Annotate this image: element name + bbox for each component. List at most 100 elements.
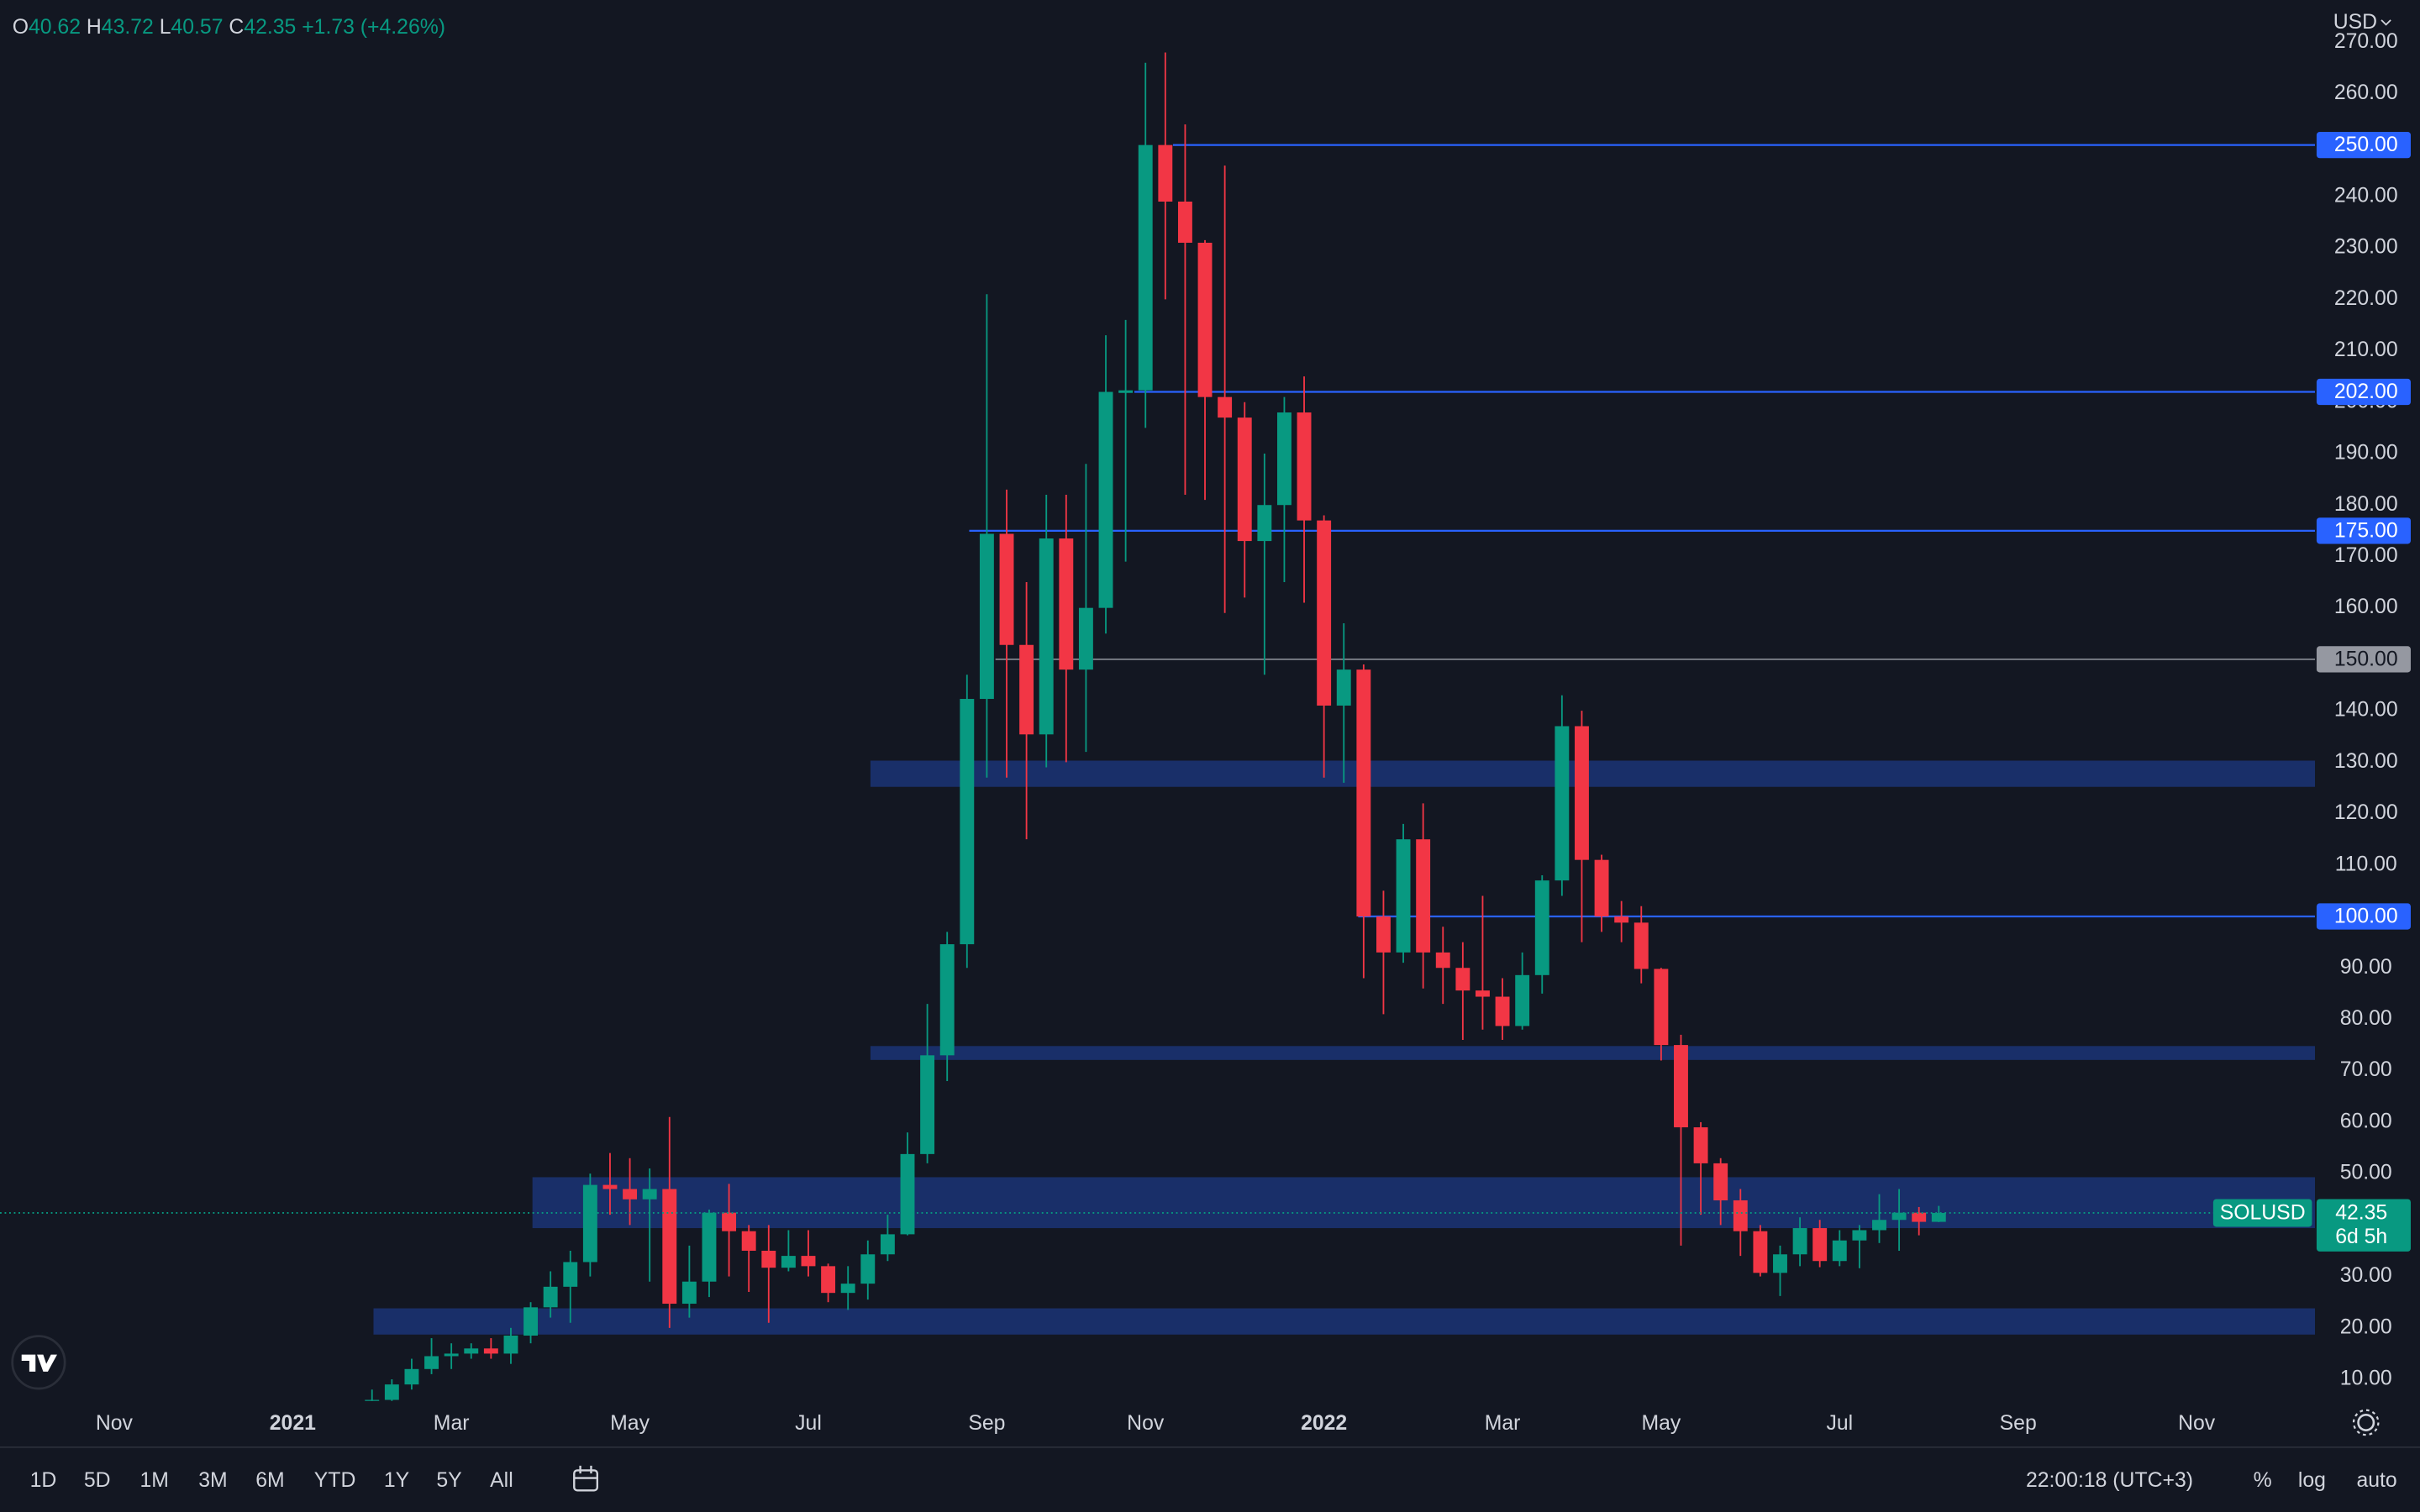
candle-body <box>662 1189 677 1305</box>
candle-body <box>801 1256 816 1267</box>
candle-body <box>702 1212 717 1282</box>
candle-body <box>1476 990 1490 997</box>
level-badge <box>2316 132 2411 159</box>
candle-body <box>681 1281 697 1305</box>
y-tick-label: 60.00 <box>2340 1110 2392 1132</box>
candle-body <box>960 699 975 945</box>
candle-body <box>404 1368 419 1385</box>
zones <box>373 760 2316 1335</box>
level-badge-label: 175.00 <box>2334 519 2398 542</box>
range-button[interactable]: 1D <box>30 1469 57 1492</box>
y-tick-label: 230.00 <box>2334 236 2398 259</box>
close: 42.35 <box>244 16 296 39</box>
x-tick-label: Mar <box>434 1412 470 1435</box>
candle-body <box>1098 391 1113 608</box>
level-badge <box>2316 517 2411 544</box>
candle-body <box>1297 412 1312 521</box>
candles <box>365 52 1946 1401</box>
candle-body <box>1534 880 1549 975</box>
low-label: L <box>160 16 171 39</box>
candle-body <box>602 1184 618 1189</box>
x-tick-label: 2021 <box>270 1412 316 1435</box>
candle-body <box>1416 839 1431 953</box>
scale-option[interactable]: % <box>2254 1469 2272 1492</box>
candle-body <box>1555 726 1570 881</box>
candle-body <box>999 533 1014 645</box>
candle-body <box>900 1153 915 1235</box>
settings-icon[interactable] <box>2352 1409 2380 1436</box>
price-label: 42.35 <box>2335 1201 2387 1224</box>
y-tick-label: 20.00 <box>2340 1315 2392 1338</box>
candle-body <box>1435 952 1450 969</box>
y-tick-label: 210.00 <box>2334 339 2398 361</box>
level-badge-label: 100.00 <box>2334 905 2398 927</box>
range-button[interactable]: All <box>490 1469 513 1492</box>
x-tick-label: Jul <box>1826 1412 1853 1435</box>
y-tick-label: 10.00 <box>2340 1368 2392 1390</box>
range-button[interactable]: 5Y <box>436 1469 461 1492</box>
level-badge-label: 202.00 <box>2334 381 2398 403</box>
candle-body <box>979 533 994 700</box>
toolbar: 1D 5D 1M 3M 6M YTD 1Y 5Y All 22:00:18 (UTC+3)% log… <box>30 1469 2397 1492</box>
candle-body <box>781 1256 796 1268</box>
countdown-label: 6d 5h <box>2335 1226 2387 1248</box>
candle-body <box>1594 859 1609 917</box>
candle-body <box>1912 1212 1927 1222</box>
y-tick-label: 90.00 <box>2340 956 2392 979</box>
range-button[interactable]: 1M <box>139 1469 168 1492</box>
x-tick-label: May <box>610 1412 650 1435</box>
candle-body <box>1078 607 1093 670</box>
candle-body <box>1634 922 1649 969</box>
x-tick-label: Sep <box>968 1412 1005 1435</box>
candle-body <box>1733 1200 1748 1231</box>
y-tick-label: 220.00 <box>2334 287 2398 310</box>
change: +1.73 (+4.26%) <box>302 16 445 39</box>
candle-body <box>1376 916 1391 953</box>
scale-option[interactable]: auto <box>2356 1469 2396 1492</box>
candle-body <box>1495 996 1510 1026</box>
candle-body <box>1674 1045 1688 1128</box>
support-zone <box>870 760 2316 787</box>
y-tick-label: 140.00 <box>2334 699 2398 722</box>
date-range-icon[interactable] <box>573 1465 599 1492</box>
level-badge <box>2316 378 2411 406</box>
candle-body <box>1852 1230 1867 1241</box>
y-tick-label: 180.00 <box>2334 493 2398 516</box>
x-tick-label: Jul <box>795 1412 822 1435</box>
candle-body <box>1237 417 1252 542</box>
candle-body <box>761 1250 776 1268</box>
candle-body <box>1693 1127 1708 1163</box>
candle-body <box>1931 1212 1946 1222</box>
support-zone <box>532 1177 2316 1229</box>
candle-body <box>464 1348 479 1354</box>
range-button[interactable]: 3M <box>198 1469 227 1492</box>
y-tick-label: 270.00 <box>2334 30 2398 53</box>
scale-option[interactable]: log <box>2298 1469 2326 1492</box>
range-button[interactable]: YTD <box>314 1469 356 1492</box>
candle-body <box>1753 1231 1768 1273</box>
candle-body <box>1396 839 1411 953</box>
candle-body <box>1138 144 1153 391</box>
symbol-badge <box>2212 1199 2312 1227</box>
candle-body <box>880 1234 895 1255</box>
candle-body <box>1455 968 1470 991</box>
range-button[interactable]: 5D <box>84 1469 111 1492</box>
candle-body <box>920 1055 935 1154</box>
range-button[interactable]: 1Y <box>384 1469 409 1492</box>
candle-body <box>1257 505 1272 542</box>
range-button[interactable]: 6M <box>255 1469 284 1492</box>
currency-menu[interactable]: USD <box>2333 11 2377 34</box>
candle-body <box>563 1262 578 1287</box>
candle-body <box>503 1336 518 1354</box>
candle-body <box>1812 1228 1828 1262</box>
candle-body <box>1872 1220 1886 1231</box>
candle-body <box>483 1348 498 1354</box>
candle-body <box>1356 669 1371 917</box>
y-tick-label: 130.00 <box>2334 750 2398 773</box>
x-tick-label: Nov <box>2178 1412 2216 1435</box>
x-tick-label: Sep <box>2000 1412 2037 1435</box>
candle-body <box>642 1189 657 1200</box>
